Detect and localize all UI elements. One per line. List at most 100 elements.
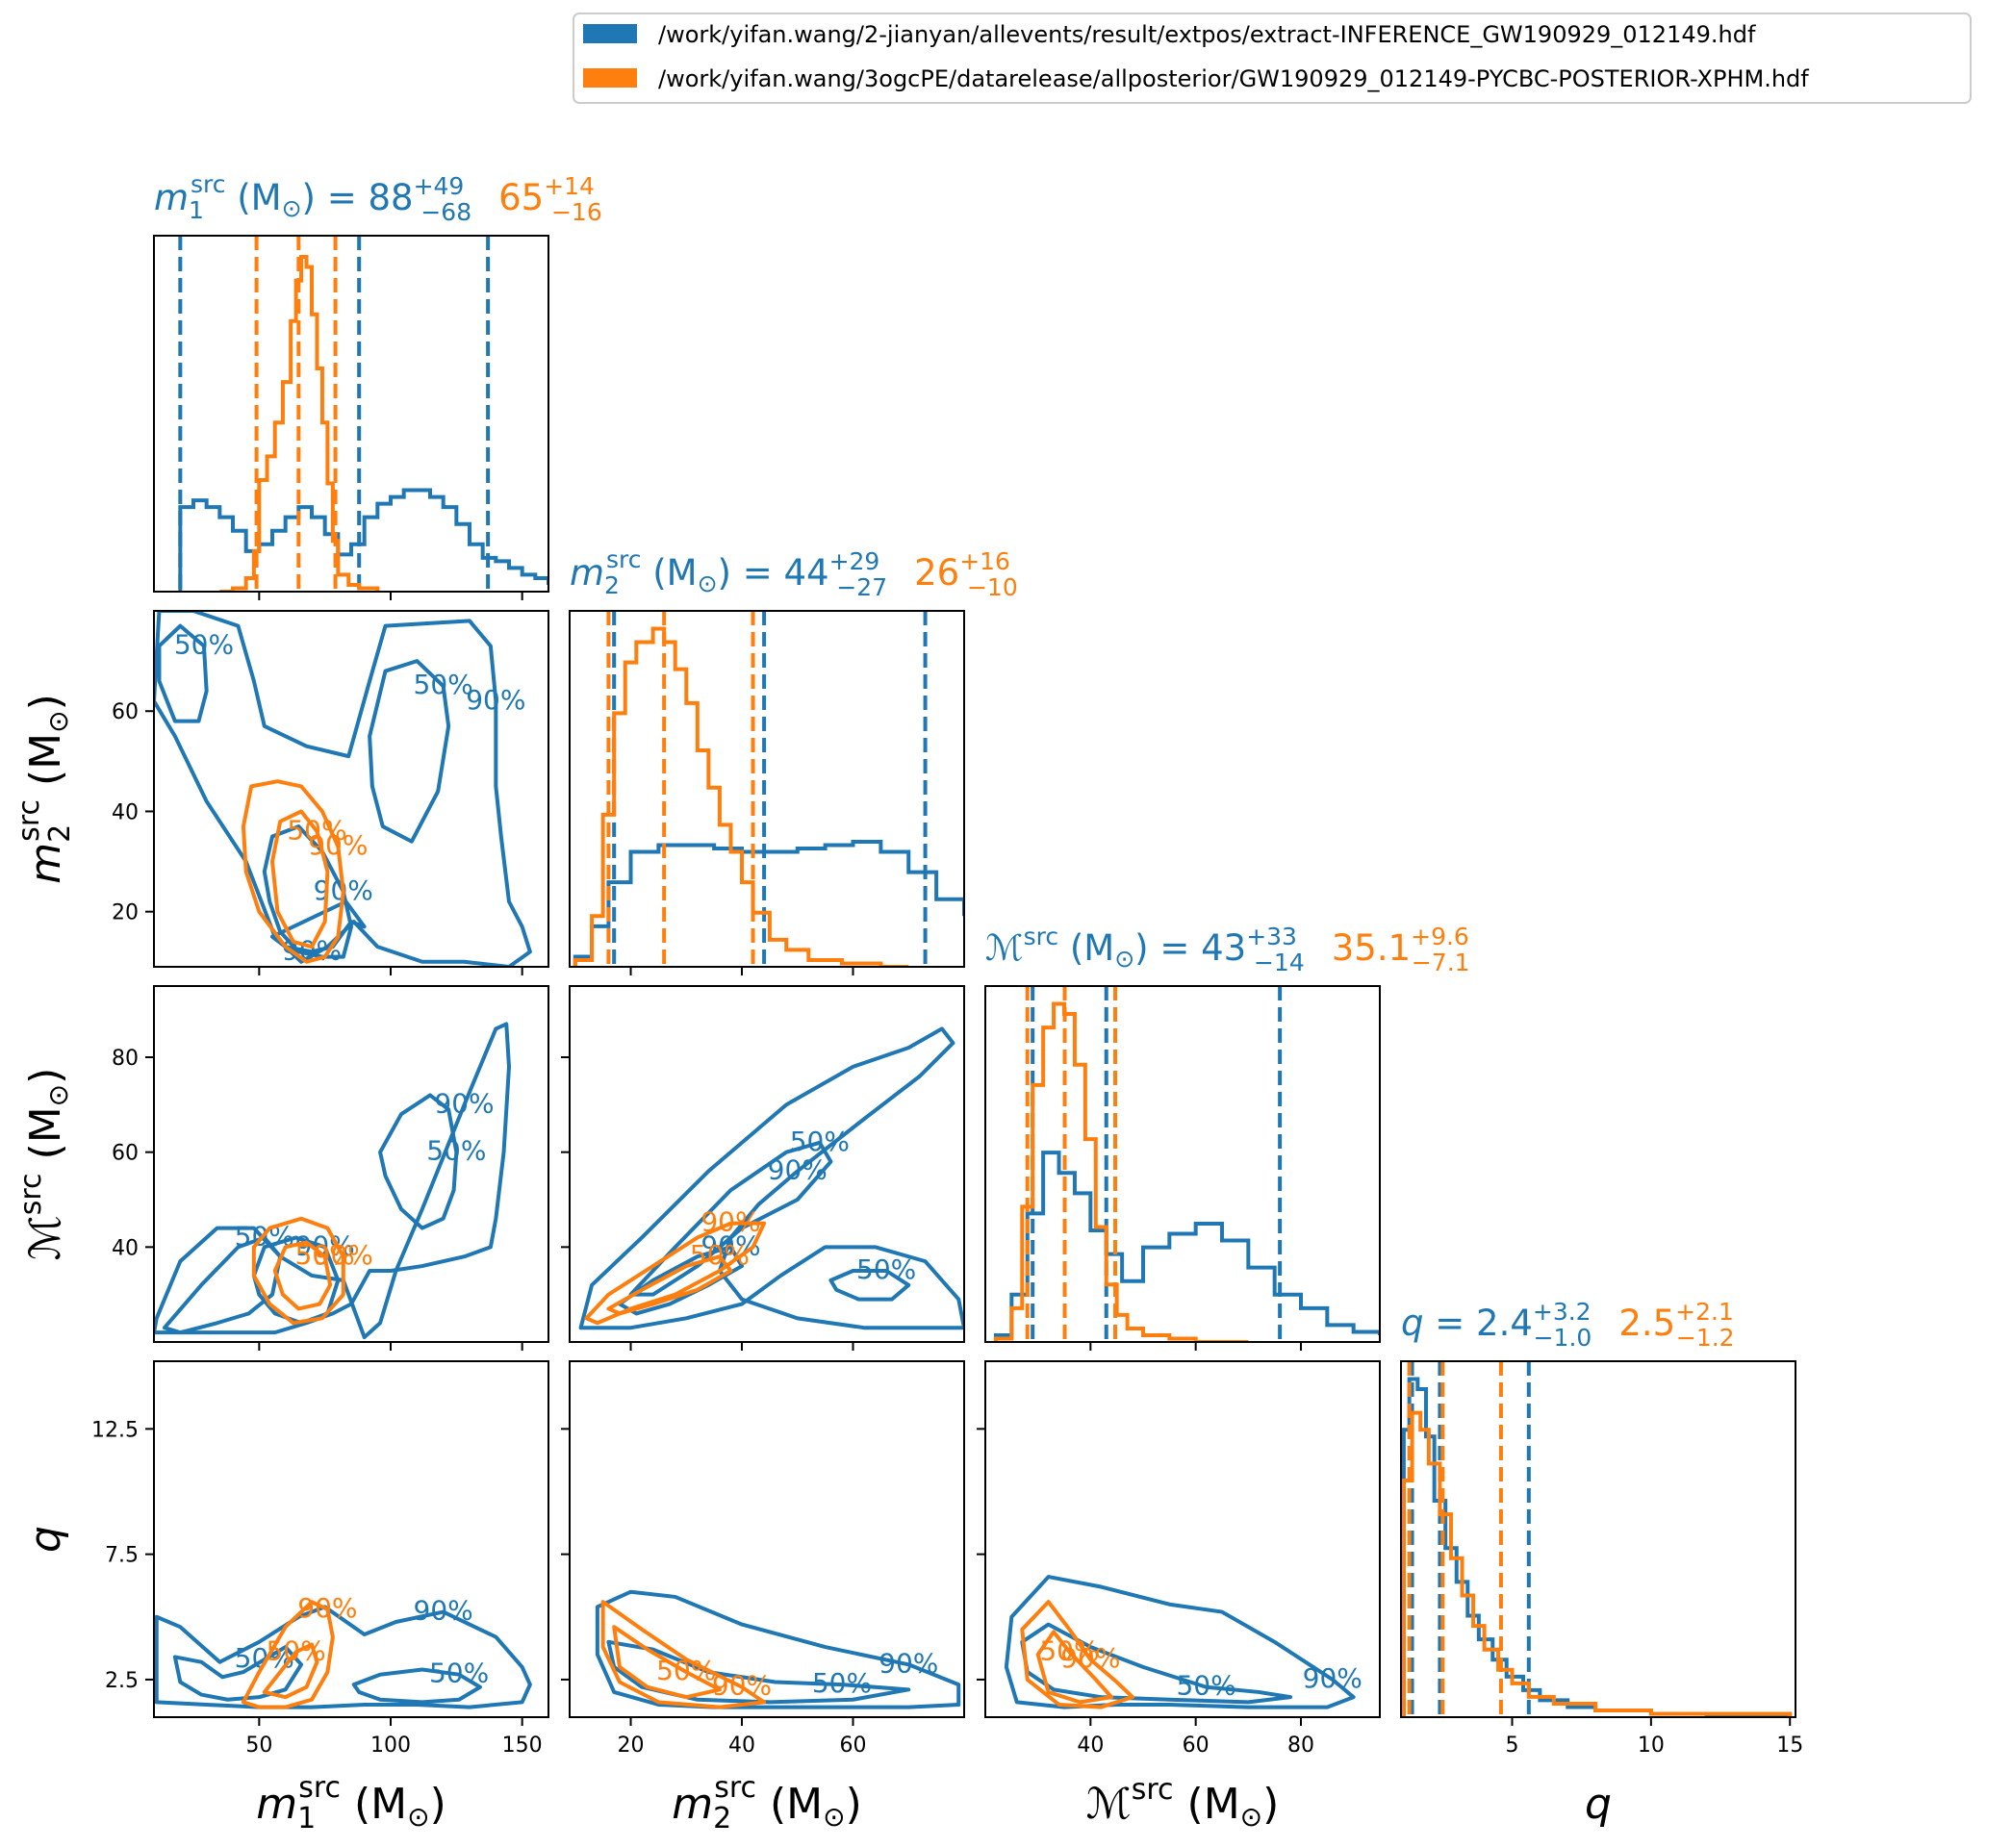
panel-frame <box>569 610 965 968</box>
panel-plot-area: 90%50%50%90%90%50% <box>578 1026 964 1330</box>
panel-m1-m1 <box>153 235 549 600</box>
title-mc: ℳsrc (M⊙) = 43+33 −14 35.1+9.6 −7.1 <box>985 923 1470 976</box>
contour-level-label: 50% <box>426 1135 486 1167</box>
legend-swatch-pycbc <box>583 68 637 88</box>
contour-extract-50pct <box>351 1667 482 1705</box>
contour-pycbc-90pct <box>600 1600 767 1709</box>
panel-mc-mc <box>984 985 1381 1351</box>
contour-extract-50pct <box>157 623 209 723</box>
x-tick-label: 150 <box>502 1734 543 1758</box>
legend: /work/yifan.wang/2-jianyan/allevents/res… <box>573 13 1972 104</box>
contour-level-label: 50% <box>287 814 346 846</box>
histogram-mc-extract <box>993 1151 1380 1342</box>
panel-frame <box>984 1360 1381 1718</box>
panel-plot-area <box>993 986 1380 1342</box>
contour-level-label: 90% <box>1060 1642 1120 1674</box>
x-tick-label: 10 <box>1638 1734 1665 1758</box>
contour-level-label: 50% <box>429 1658 489 1689</box>
contour-extract-50pct <box>828 1269 911 1302</box>
panel-plot-area: 90%50%50%90%90%90%50% <box>154 611 532 967</box>
contour-level-label: 90% <box>1303 1662 1363 1694</box>
legend-label-pycbc: /work/yifan.wang/3ogcPE/datarelease/allp… <box>658 65 1809 92</box>
panel-plot-area: 90%50%90%50% <box>595 1589 961 1709</box>
y-axis-label-q: q <box>21 1526 70 1553</box>
contour-pycbc-50pct <box>270 809 330 949</box>
y-axis-label-m2: m2src (M⊙) <box>13 694 77 884</box>
contour-pycbc-50pct <box>1035 1630 1114 1705</box>
contour-level-label: 50% <box>266 1634 325 1666</box>
contour-level-label: 50% <box>856 1253 916 1285</box>
x-tick-label: 40 <box>1077 1734 1104 1758</box>
y-tick-label: 20 <box>112 901 139 925</box>
histogram-m1-pycbc <box>219 255 380 592</box>
contour-level-label: 50% <box>414 669 473 700</box>
histogram-m1-extract <box>178 488 548 592</box>
panel-frame <box>1400 1360 1796 1718</box>
contour-level-label: 50% <box>174 628 234 660</box>
contour-level-label: 50% <box>1039 1634 1099 1666</box>
contour-level-label: 50% <box>1176 1670 1235 1702</box>
panel-plot-area: 90%50%90%50% <box>1004 1575 1363 1709</box>
y-tick-label: 12.5 <box>91 1418 139 1442</box>
y-tick-label: 60 <box>112 1142 139 1166</box>
contour-level-label: 50% <box>812 1667 872 1699</box>
panel-m2-mc: 90%50%50%90%90%50% <box>561 985 965 1351</box>
legend-frame <box>573 13 1972 104</box>
contour-level-label: 90% <box>414 1595 473 1627</box>
panel-frame <box>984 985 1381 1343</box>
contour-level-label: 90% <box>879 1647 938 1679</box>
contour-pycbc-50pct <box>262 1642 319 1700</box>
y-tick-label: 40 <box>112 800 139 824</box>
x-axis-label-q: q <box>1585 1780 1612 1829</box>
panel-frame <box>153 1360 549 1718</box>
contour-level-label: 90% <box>297 1592 357 1624</box>
contour-level-label: 50% <box>295 1239 355 1271</box>
panel-mc-q: 90%50%90%50%40 60 80 <box>977 1360 1381 1758</box>
x-tick-label: 100 <box>370 1734 411 1758</box>
y-tick-label: 60 <box>112 700 139 724</box>
x-axis-label-mc: ℳsrc (M⊙) <box>1086 1773 1280 1833</box>
contour-pycbc-90pct <box>1020 1600 1135 1709</box>
x-axis-labels: m1src (M⊙) m2src (M⊙) ℳsrc (M⊙) q <box>256 1771 1612 1835</box>
panel-q-q: 5 10 15 <box>1400 1360 1803 1758</box>
contour-extract-50pct <box>378 1093 459 1230</box>
contour-extract-90pct <box>595 1589 961 1709</box>
legend-label-extract: /work/yifan.wang/2-jianyan/allevents/res… <box>658 21 1756 48</box>
histogram-m2-pycbc <box>573 626 909 967</box>
panel-plot-area: 90%50%50%90%90%50% <box>154 1022 511 1340</box>
histogram-q-extract <box>1401 1377 1793 1717</box>
contour-extract-90pct <box>251 1235 341 1326</box>
contour-level-label: 90% <box>700 1206 760 1238</box>
x-tick-label: 20 <box>618 1734 645 1758</box>
contour-level-label: 90% <box>712 1670 772 1702</box>
histogram-m2-extract <box>573 839 964 967</box>
y-tick-label: 2.5 <box>105 1669 139 1693</box>
contour-extract-50pct <box>606 1639 911 1705</box>
y-axis-labels: m2src (M⊙) ℳsrc (M⊙) q <box>13 694 77 1553</box>
contour-level-label: 50% <box>790 1126 850 1157</box>
contour-extract-90pct <box>617 1245 745 1316</box>
contour-pycbc-50pct <box>612 1625 722 1700</box>
marginal-titles: m1src (M⊙) = 88+49 −68 65+14 −16 m2src (M⊙) … <box>154 170 1735 1352</box>
y-tick-label: 7.5 <box>105 1544 139 1568</box>
title-m2: m2src (M⊙) = 44+29 −27 26+16 −10 <box>570 545 1018 601</box>
panel-m2-m2 <box>569 610 965 975</box>
contour-pycbc-50pct <box>272 1240 333 1311</box>
contour-pycbc-90pct <box>251 1216 345 1326</box>
x-tick-label: 5 <box>1505 1734 1518 1758</box>
contour-extract-50pct <box>628 1140 833 1297</box>
x-axis-label-m1: m1src (M⊙) <box>256 1771 446 1835</box>
panel-frame <box>153 610 549 968</box>
y-axis-label-mc: ℳsrc (M⊙) <box>14 1068 74 1261</box>
contour-extract-90pct <box>154 1022 511 1340</box>
x-tick-label: 15 <box>1776 1734 1803 1758</box>
contour-level-label: 50% <box>656 1655 716 1686</box>
x-tick-label: 50 <box>245 1734 272 1758</box>
y-tick-label: 80 <box>112 1047 139 1071</box>
panel-frame <box>569 985 965 1343</box>
panel-plot-area <box>1401 1361 1793 1717</box>
